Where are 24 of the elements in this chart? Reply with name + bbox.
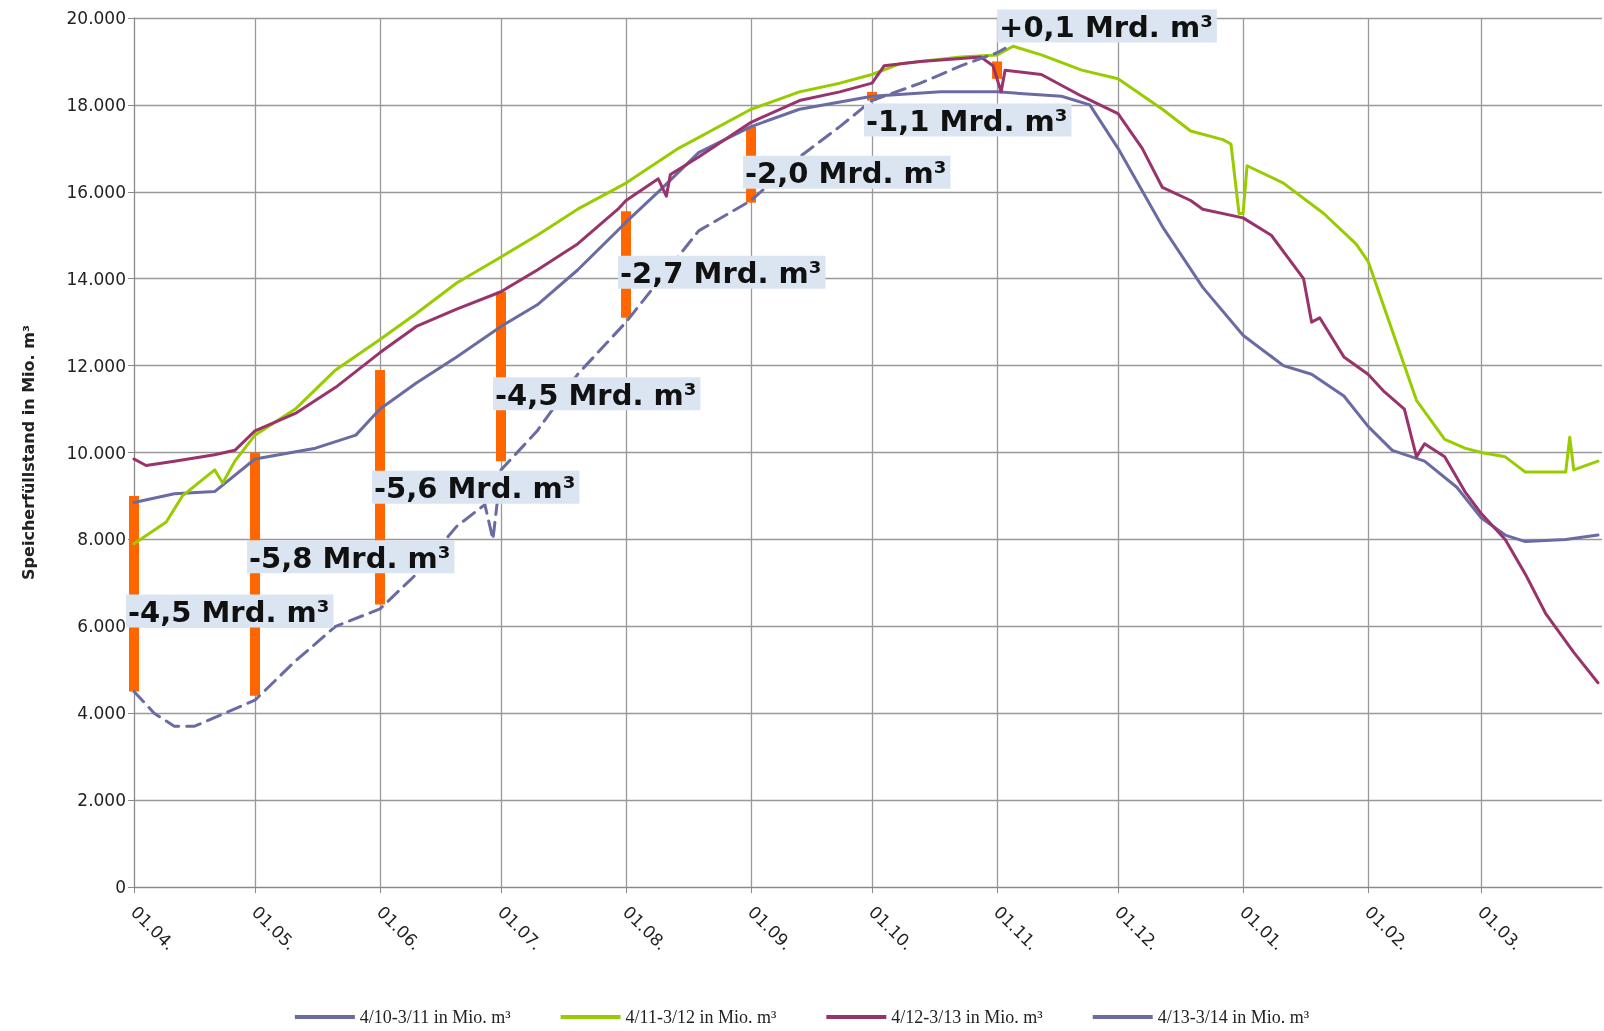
y-axis-title: Speicherfüllstand in Mio. m³ [18, 325, 38, 580]
y-tick-label: 0 [115, 877, 126, 897]
annotation: -4,5 Mrd. m³ [495, 377, 697, 412]
y-tick-label: 10.000 [66, 442, 126, 463]
y-tick-label: 20.000 [66, 8, 126, 28]
annotation: -1,1 Mrd. m³ [866, 104, 1068, 139]
y-tick-label: 4.000 [77, 703, 126, 724]
y-tick-label: 6.000 [77, 616, 126, 637]
legend-label: 4/12-3/13 in Mio. m³ [891, 1007, 1044, 1027]
y-tick-label: 14.000 [66, 268, 126, 289]
annotation: +0,1 Mrd. m³ [999, 9, 1213, 44]
annotation: -2,7 Mrd. m³ [620, 256, 822, 291]
y-tick-label: 18.000 [66, 94, 126, 115]
annotation: -5,6 Mrd. m³ [374, 471, 576, 506]
annotation: -4,5 Mrd. m³ [128, 595, 330, 630]
y-tick-label: 12.000 [66, 355, 126, 376]
legend-label: 4/11-3/12 in Mio. m³ [625, 1007, 777, 1027]
annotation: -2,0 Mrd. m³ [745, 156, 947, 191]
legend-label: 4/13-3/14 in Mio. m³ [1157, 1007, 1310, 1027]
y-tick-label: 2.000 [77, 790, 126, 811]
legend-label: 4/10-3/11 in Mio. m³ [359, 1007, 512, 1027]
y-tick-label: 8.000 [77, 529, 126, 550]
annotation: -5,8 Mrd. m³ [248, 540, 451, 575]
y-tick-label: 16.000 [66, 181, 126, 202]
